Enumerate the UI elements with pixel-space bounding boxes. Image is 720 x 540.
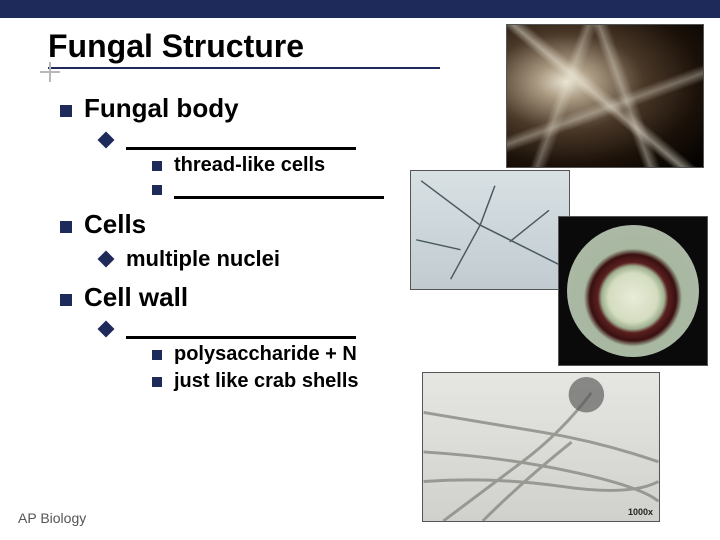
top-bar [0,0,720,18]
square-bullet-icon [60,221,72,233]
footer: AP Biology [18,510,86,526]
fill-in-blank [174,181,384,199]
square-bullet-icon [152,377,162,387]
scale-label: 1000x [628,507,653,517]
square-bullet-icon [60,294,72,306]
fill-in-blank [126,130,356,150]
image-hyphae-micrograph [410,170,570,290]
bullet-text: just like crab shells [174,370,359,393]
bullet-text: Fungal body [84,93,239,124]
bullet-text: thread-like cells [174,154,325,177]
diamond-bullet-icon [98,132,115,149]
bullet-text: Cells [84,209,146,240]
square-bullet-icon [60,105,72,117]
diamond-bullet-icon [98,321,115,338]
fill-in-blank [126,319,356,339]
image-mycelium [506,24,704,168]
image-petri-colony [558,216,708,366]
bullet-text: polysaccharide + N [174,343,357,366]
diamond-bullet-icon [98,251,115,268]
square-bullet-icon [152,161,162,171]
square-bullet-icon [152,185,162,195]
square-bullet-icon [152,350,162,360]
bullet-text: Cell wall [84,282,188,313]
slide-title: Fungal Structure [48,28,304,65]
bullet-text: multiple nuclei [126,246,280,272]
image-hyphae-1000x: 1000x [422,372,660,522]
